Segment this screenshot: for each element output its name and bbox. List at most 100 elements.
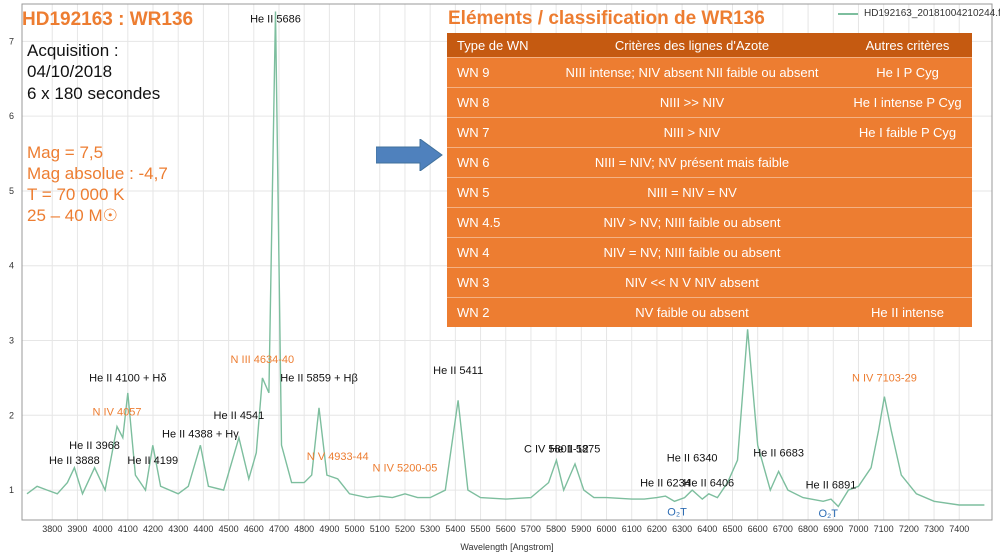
x-tick-label: 4000 <box>93 524 113 534</box>
legend-swatch <box>838 12 858 15</box>
line-annotation: N III 4634-40 <box>231 354 295 366</box>
table-row: WN 2 NV faible ou absent He II intense <box>447 297 972 327</box>
cell-other <box>843 177 972 208</box>
line-annotation: He II 5859 + Hβ <box>280 373 358 385</box>
mass-range: 25 – 40 M☉ <box>27 206 118 225</box>
line-annotation: He II 5411 <box>433 365 483 377</box>
line-annotation: He II 4388 + Hγ <box>162 429 239 441</box>
y-tick-label: 5 <box>9 186 14 196</box>
x-tick-label: 4300 <box>168 524 188 534</box>
x-tick-label: 5300 <box>420 524 440 534</box>
cell-other: He I intense P Cyg <box>843 87 972 118</box>
header-type: Type de WN <box>447 33 541 58</box>
line-annotation: He II 6406 <box>683 477 734 489</box>
table-row: WN 8 NIII >> NIV He I intense P Cyg <box>447 87 972 118</box>
header-nitrogen: Critères des lignes d'Azote <box>541 33 843 58</box>
cell-other: He I P Cyg <box>843 57 972 88</box>
x-tick-label: 7000 <box>848 524 868 534</box>
line-annotation: He II 5686 <box>250 14 301 26</box>
cell-other: He II intense <box>843 297 972 327</box>
y-axis-ticks: 1 2 3 4 5 6 7 <box>9 36 14 495</box>
cell-type: WN 6 <box>447 147 541 178</box>
x-tick-label: 4800 <box>294 524 314 534</box>
cell-type: WN 4.5 <box>447 207 541 238</box>
cell-type: WN 7 <box>447 117 541 148</box>
chart-legend: HD192163_20181004210244.fit <box>838 8 1000 19</box>
cell-type: WN 9 <box>447 57 541 88</box>
table-row: WN 3 NIV << N V NIV absent <box>447 267 972 298</box>
line-annotation: N IV 5200-05 <box>373 462 438 474</box>
cell-nitrogen: NIII > NIV <box>541 117 843 148</box>
x-tick-label: 7400 <box>949 524 969 534</box>
temperature: T = 70 000 K <box>27 185 125 204</box>
cell-nitrogen: NIII = NIV = NV <box>541 177 843 208</box>
cell-type: WN 8 <box>447 87 541 118</box>
line-annotation: He II 4199 <box>127 455 178 467</box>
series-line <box>26 11 985 508</box>
legend-label: HD192163_20181004210244.fit <box>864 8 1000 19</box>
table-row: WN 7 NIII > NIV He I faible P Cyg <box>447 117 972 148</box>
table-header-row: Type de WN Critères des lignes d'Azote A… <box>447 33 972 58</box>
absolute-magnitude: Mag absolue : -4,7 <box>27 164 168 183</box>
x-tick-label: 4500 <box>219 524 239 534</box>
classification-title: Eléments / classification de WR136 <box>448 8 765 29</box>
x-tick-label: 5900 <box>571 524 591 534</box>
cell-nitrogen: NV faible ou absent <box>541 297 843 327</box>
table-row: WN 9 NIII intense; NIV absent NII faible … <box>447 57 972 88</box>
x-tick-label: 3800 <box>42 524 62 534</box>
line-annotation: N IV 7103-29 <box>852 373 917 385</box>
star-title: HD192163 : WR136 <box>22 9 194 30</box>
x-tick-label: 6500 <box>722 524 742 534</box>
cell-type: WN 2 <box>447 297 541 327</box>
plot-frame <box>21 3 993 521</box>
table-row: WN 4.5 NIV > NV; NIII faible ou absent <box>447 207 972 238</box>
y-tick-label: 1 <box>9 485 14 495</box>
x-tick-label: 5000 <box>345 524 365 534</box>
x-tick-label: 4400 <box>193 524 213 534</box>
x-tick-label: 3900 <box>67 524 87 534</box>
x-tick-label: 7100 <box>874 524 894 534</box>
cell-nitrogen: NIII intense; NIV absent NII faible ou a… <box>541 57 843 88</box>
x-tick-label: 4600 <box>244 524 264 534</box>
x-tick-label: 7200 <box>899 524 919 534</box>
x-tick-label: 6800 <box>798 524 818 534</box>
x-tick-label: 6300 <box>672 524 692 534</box>
line-annotation: O₂T <box>818 508 838 520</box>
table-row: WN 6 NIII = NIV; NV présent mais faible <box>447 147 972 178</box>
magnitude: Mag = 7,5 <box>27 143 104 162</box>
x-axis-ticks: 3800 3900 4000 4100 4200 4300 4400 4500 4600 4700… <box>42 524 969 534</box>
cell-nitrogen: NIV > NV; NIII faible ou absent <box>541 207 843 238</box>
x-tick-label: 4100 <box>118 524 138 534</box>
x-tick-label: 5700 <box>521 524 541 534</box>
cell-nitrogen: NIV = NV; NIII faible ou absent <box>541 237 843 268</box>
cell-nitrogen: NIII >> NIV <box>541 87 843 118</box>
cell-other <box>843 147 972 178</box>
x-tick-label: 4200 <box>143 524 163 534</box>
line-annotations: He II 3888 He II 3968 N IV 4057 He II 4100 … <box>49 14 917 520</box>
cell-nitrogen: NIV << N V NIV absent <box>541 267 843 298</box>
line-annotation: He II 4100 + Hδ <box>89 373 166 385</box>
x-tick-label: 6700 <box>773 524 793 534</box>
y-tick-label: 4 <box>9 261 14 271</box>
line-annotation: He II 6234 <box>640 477 691 489</box>
line-annotation: O₂T <box>667 507 687 519</box>
y-tick-label: 7 <box>9 36 14 46</box>
cell-other <box>843 267 972 298</box>
x-tick-label: 7300 <box>924 524 944 534</box>
x-tick-label: 6200 <box>647 524 667 534</box>
x-tick-label: 4900 <box>319 524 339 534</box>
x-tick-label: 4700 <box>269 524 289 534</box>
x-tick-label: 6400 <box>697 524 717 534</box>
cell-type: WN 4 <box>447 237 541 268</box>
line-annotation: He II 6683 <box>753 447 804 459</box>
x-tick-label: 5100 <box>370 524 390 534</box>
cell-other <box>843 207 972 238</box>
table-row: WN 4 NIV = NV; NIII faible ou absent <box>447 237 972 268</box>
cell-nitrogen: NIII = NIV; NV présent mais faible <box>541 147 843 178</box>
cell-other: He I faible P Cyg <box>843 117 972 148</box>
x-tick-label: 5800 <box>546 524 566 534</box>
physical-parameters: Mag = 7,5 Mag absolue : -4,7 T = 70 000 … <box>27 142 168 226</box>
cell-type: WN 3 <box>447 267 541 298</box>
pointer-arrow-icon <box>376 139 443 171</box>
